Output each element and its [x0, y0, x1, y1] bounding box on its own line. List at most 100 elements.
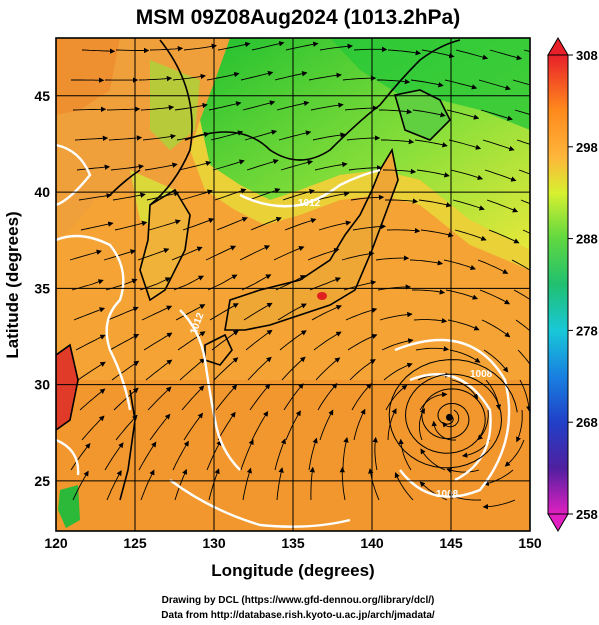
streamline	[315, 357, 341, 381]
streamline	[342, 437, 349, 471]
streamline	[514, 109, 530, 116]
streamline	[208, 468, 220, 501]
streamline	[319, 409, 334, 441]
streamline	[140, 104, 175, 111]
streamline	[480, 109, 513, 121]
graticule	[56, 38, 530, 531]
streamline	[148, 219, 181, 231]
streamline	[277, 303, 307, 321]
streamline	[339, 466, 346, 501]
streamline	[416, 169, 450, 178]
streamline	[108, 135, 143, 141]
streamline	[316, 191, 350, 201]
isobars	[56, 143, 511, 528]
streamline	[353, 408, 366, 441]
streamline	[76, 164, 111, 171]
streamline	[103, 249, 136, 261]
streamline	[515, 319, 530, 332]
streamline	[242, 100, 276, 111]
streamline	[172, 73, 206, 81]
streamline	[214, 188, 247, 201]
streamline	[276, 467, 284, 501]
credit-drawing: Drawing by DCL (https://www.gfd-dennou.o…	[162, 595, 435, 606]
streamline	[342, 75, 377, 81]
streamline	[486, 199, 519, 213]
streamline	[141, 305, 173, 321]
x-tick-label: 125	[123, 535, 147, 551]
x-tick-label: 120	[44, 535, 68, 551]
streamline	[489, 49, 523, 61]
plot-frame	[55, 37, 531, 532]
streamline	[379, 108, 413, 115]
streamline	[419, 481, 448, 501]
streamline	[245, 329, 273, 351]
streamline	[112, 192, 146, 201]
typhoon-eye	[445, 413, 453, 421]
coastlines	[56, 39, 461, 501]
streamline	[446, 109, 480, 120]
streamline	[107, 306, 139, 321]
streamline	[70, 443, 91, 471]
streamline	[179, 358, 206, 381]
streamline	[115, 47, 150, 54]
streamline	[217, 41, 251, 51]
x-tick-label: 145	[439, 535, 463, 551]
x-tick-label: 135	[281, 535, 305, 551]
streamline	[213, 357, 239, 381]
streamline	[443, 259, 476, 271]
streamline	[109, 333, 140, 351]
streamline	[451, 379, 478, 400]
contour-label: 1008	[470, 369, 493, 380]
streamline	[212, 159, 245, 171]
streamline	[72, 470, 89, 501]
streamline	[106, 106, 141, 112]
streamline	[381, 338, 414, 351]
streamline	[372, 436, 378, 471]
streamline	[81, 48, 116, 54]
contour-label: 1008	[436, 489, 459, 500]
streamline	[310, 102, 344, 111]
streamline	[171, 246, 203, 261]
streamline	[383, 168, 417, 175]
streamline	[317, 383, 338, 411]
streamline	[477, 259, 509, 274]
y-tick-label: 35	[34, 280, 50, 296]
streamline	[483, 469, 514, 486]
streamline	[143, 332, 173, 351]
streamline	[244, 129, 278, 141]
y-axis-ticks: 25 30 35 40 45	[34, 88, 50, 489]
streamline	[447, 319, 480, 331]
streamline	[138, 75, 173, 82]
streamline	[516, 409, 523, 443]
streamline	[69, 249, 102, 261]
streamline	[284, 218, 317, 231]
streamline	[209, 303, 239, 321]
streamline	[75, 334, 106, 351]
streamline	[478, 79, 511, 91]
streamline	[205, 245, 237, 261]
streamline	[314, 161, 348, 171]
contour-label: 1012	[298, 198, 321, 209]
streamline	[81, 415, 105, 441]
streamline	[206, 71, 240, 81]
streamline	[114, 220, 148, 231]
colorbar-label: 308	[576, 48, 598, 63]
streamline	[178, 160, 212, 171]
streamline	[309, 466, 315, 501]
y-tick-label: 30	[34, 377, 50, 393]
streamline	[452, 199, 485, 211]
streamline	[517, 349, 530, 366]
colorbar-label: 278	[576, 323, 598, 338]
streamline	[394, 472, 414, 501]
streamline	[520, 199, 530, 205]
streamline	[341, 251, 375, 261]
streamline	[484, 169, 517, 182]
streamline	[319, 43, 353, 51]
streamline	[419, 391, 448, 411]
streamline	[78, 193, 112, 201]
streamline	[246, 159, 279, 171]
streamline	[383, 362, 413, 381]
streamline	[251, 410, 269, 441]
streamline	[145, 359, 173, 381]
streamline	[177, 331, 206, 351]
